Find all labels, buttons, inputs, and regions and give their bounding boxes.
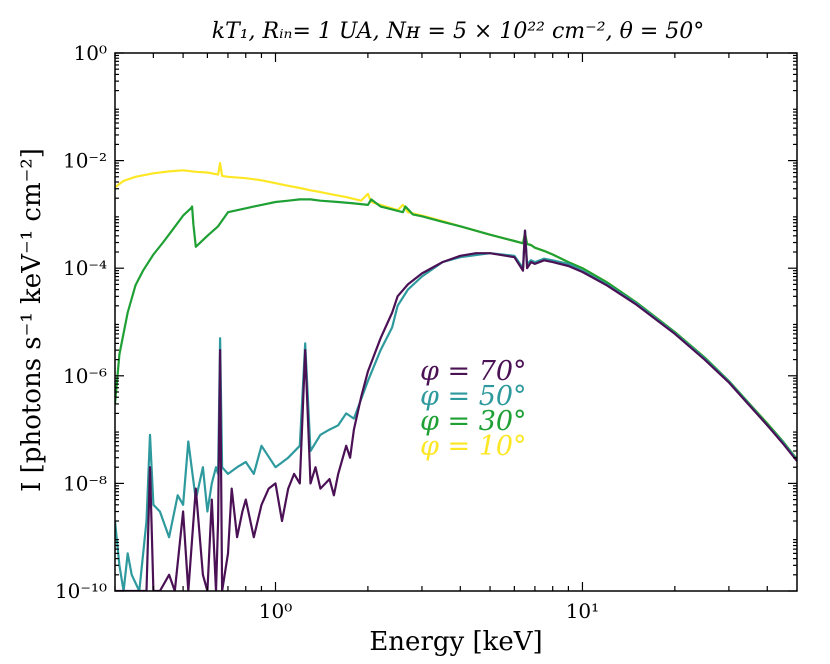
y-tick-label: 10⁻¹⁰ (55, 579, 107, 603)
x-tick-label: 10⁰ (259, 599, 292, 623)
legend-entry: φ = 70° (420, 356, 527, 387)
y-tick-label: 10⁻² (63, 149, 107, 173)
y-tick-label: 10⁰ (74, 41, 107, 65)
series-line-phi-30 (115, 198, 797, 460)
legend: φ = 70°φ = 50°φ = 30°φ = 10° (420, 356, 527, 462)
legend-entry: φ = 10° (420, 431, 527, 462)
chart-title: kT₁, Rᵢₙ= 1 UA, Nʜ = 5 × 10²² cm⁻², θ = … (212, 19, 705, 44)
y-axis-label: I [photons s⁻¹ keV⁻¹ cm⁻²] (17, 148, 47, 492)
series-line-phi-50 (115, 229, 797, 591)
x-tick-labels: 10⁰ 10¹ (259, 599, 599, 623)
legend-entry: φ = 30° (420, 406, 527, 437)
plot-frame (114, 52, 798, 592)
series-layer (115, 162, 797, 591)
x-axis-label: Energy [keV] (369, 627, 542, 657)
legend-entry: φ = 50° (420, 381, 527, 412)
y-tick-label: 10⁻⁸ (63, 471, 107, 495)
y-tick-labels: 10⁰ 10⁻² 10⁻⁴ 10⁻⁶ 10⁻⁸ 10⁻¹⁰ (55, 41, 107, 603)
series-line-phi-70 (115, 229, 797, 591)
y-tick-label: 10⁻⁴ (63, 256, 107, 280)
y-tick-label: 10⁻⁶ (63, 364, 107, 388)
x-tick-label: 10¹ (566, 599, 599, 623)
